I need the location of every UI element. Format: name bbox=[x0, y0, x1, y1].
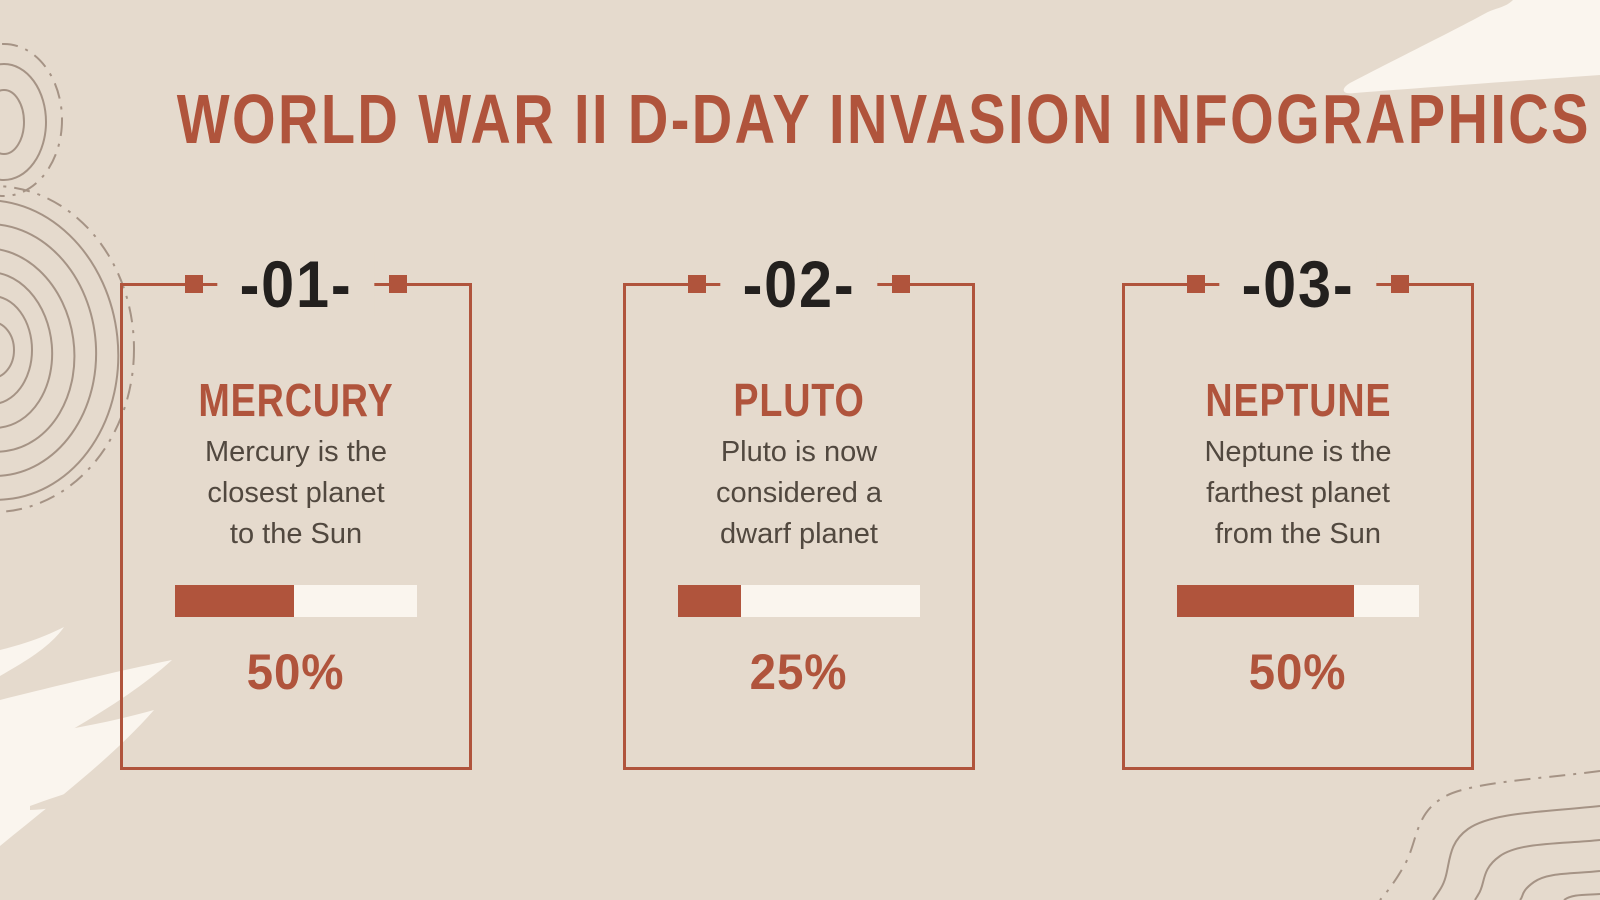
connector-square-left-icon bbox=[688, 275, 706, 293]
description-line: Neptune is the bbox=[1204, 436, 1392, 468]
connector-square-right-icon bbox=[389, 275, 407, 293]
percent-label: 25% bbox=[626, 646, 972, 698]
card-number-text: -02- bbox=[742, 247, 856, 321]
infographic-card-3: -03- NEPTUNE Neptune is the farthest pla… bbox=[1122, 251, 1474, 770]
card-number: -02- bbox=[720, 247, 878, 321]
percent-label: 50% bbox=[1125, 646, 1471, 698]
progress-bar bbox=[175, 585, 417, 617]
percent-label: 50% bbox=[123, 646, 469, 698]
card-number-text: -01- bbox=[239, 247, 353, 321]
description-line: farthest planet bbox=[1206, 477, 1390, 509]
connector-square-left-icon bbox=[1187, 275, 1205, 293]
planet-description: Mercury is the closest planet to the Sun bbox=[123, 432, 469, 555]
percent-label-text: 25% bbox=[750, 644, 848, 700]
planet-description: Pluto is now considered a dwarf planet bbox=[626, 432, 972, 555]
connector-square-right-icon bbox=[1391, 275, 1409, 293]
progress-bar bbox=[1177, 585, 1419, 617]
percent-label-text: 50% bbox=[1249, 644, 1347, 700]
planet-name-text: PLUTO bbox=[733, 374, 865, 426]
page-title-text: WORLD WAR II D-DAY INVASION INFOGRAPHICS bbox=[176, 80, 1591, 158]
description-line: Mercury is the bbox=[204, 436, 388, 468]
planet-name: NEPTUNE bbox=[1125, 372, 1471, 428]
connector-square-right-icon bbox=[892, 275, 910, 293]
description-line: Pluto is now bbox=[720, 436, 878, 468]
description-line: dwarf planet bbox=[720, 518, 878, 550]
description-line: to the Sun bbox=[229, 518, 363, 550]
description-line: from the Sun bbox=[1214, 518, 1382, 550]
progress-fill bbox=[175, 585, 294, 617]
page-title: WORLD WAR II D-DAY INVASION INFOGRAPHICS bbox=[0, 84, 1600, 154]
contour-lines-bottom-right-icon bbox=[1379, 770, 1600, 900]
card-number-text: -03- bbox=[1241, 247, 1355, 321]
progress-fill bbox=[678, 585, 741, 617]
description-line: considered a bbox=[715, 477, 883, 509]
infographic-card-1: -01- MERCURY Mercury is the closest plan… bbox=[120, 251, 472, 770]
progress-fill bbox=[1177, 585, 1354, 617]
planet-name-text: NEPTUNE bbox=[1205, 374, 1391, 426]
connector-square-left-icon bbox=[185, 275, 203, 293]
card-number: -03- bbox=[1219, 247, 1377, 321]
percent-label-text: 50% bbox=[247, 644, 345, 700]
planet-name-text: MERCURY bbox=[198, 374, 394, 426]
planet-description: Neptune is the farthest planet from the … bbox=[1125, 432, 1471, 555]
planet-name: PLUTO bbox=[626, 372, 972, 428]
card-number: -01- bbox=[217, 247, 375, 321]
description-line: closest planet bbox=[207, 477, 385, 509]
progress-bar bbox=[678, 585, 920, 617]
infographic-card-2: -02- PLUTO Pluto is now considered a dwa… bbox=[623, 251, 975, 770]
planet-name: MERCURY bbox=[123, 372, 469, 428]
